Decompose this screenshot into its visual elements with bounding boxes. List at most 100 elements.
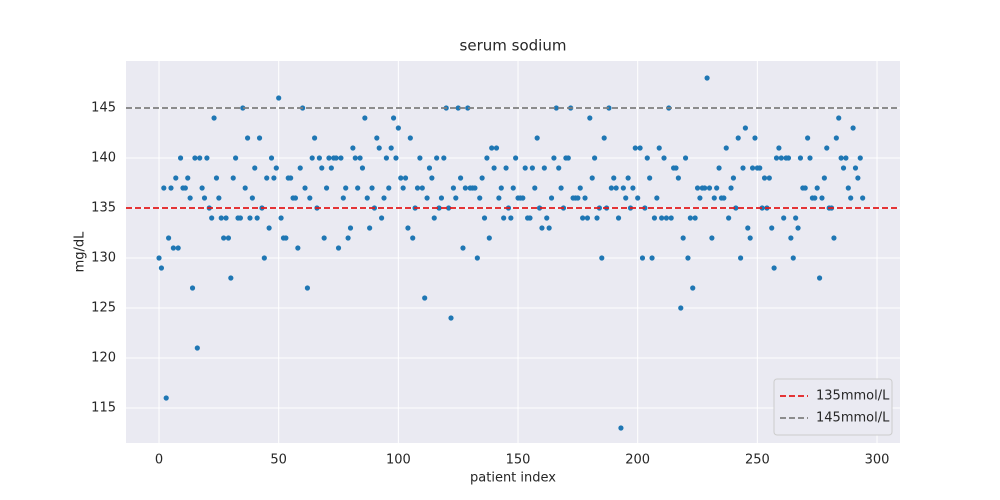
point (441, 155, 447, 161)
point (321, 235, 327, 241)
point (694, 185, 701, 191)
y-tick-label: 125 (91, 301, 116, 316)
point (479, 175, 485, 181)
point (352, 155, 358, 161)
point (249, 195, 255, 201)
point (740, 165, 746, 171)
point (419, 185, 425, 191)
point (527, 215, 533, 221)
point (390, 115, 397, 121)
point (781, 215, 787, 221)
point (680, 235, 686, 241)
point (682, 155, 689, 161)
y-tick-label: 145 (91, 101, 116, 116)
point (692, 215, 698, 221)
point (302, 185, 308, 191)
point (723, 145, 729, 151)
x-tick-label: 250 (745, 453, 770, 468)
point (656, 145, 662, 151)
point (618, 425, 624, 431)
point (345, 235, 351, 241)
y-tick-label: 115 (91, 401, 116, 416)
point (175, 245, 181, 251)
point (431, 215, 437, 221)
point (752, 135, 758, 141)
point (580, 215, 586, 221)
point (182, 185, 188, 191)
point (790, 255, 796, 261)
point (843, 155, 849, 161)
plot-area (126, 61, 900, 443)
point (213, 175, 220, 181)
point (553, 105, 559, 111)
legend-box (773, 378, 893, 436)
point (402, 175, 409, 181)
point (374, 135, 380, 141)
point (738, 255, 744, 261)
point (620, 185, 626, 191)
point (158, 265, 165, 271)
point (797, 155, 804, 161)
point (261, 255, 267, 261)
point (575, 195, 581, 201)
point (589, 175, 595, 181)
point (446, 205, 452, 211)
point (405, 225, 411, 231)
point (414, 185, 421, 191)
point (757, 165, 763, 171)
point (218, 215, 224, 221)
point (541, 165, 547, 171)
point (778, 155, 784, 161)
point (256, 135, 263, 141)
point (233, 155, 239, 161)
point (637, 145, 643, 151)
point (807, 155, 813, 161)
point (632, 145, 638, 151)
point (323, 185, 330, 191)
point (161, 185, 167, 191)
point (254, 215, 260, 221)
point (635, 195, 641, 201)
point (477, 195, 483, 201)
point (340, 195, 346, 201)
point (850, 125, 856, 131)
point (848, 195, 854, 201)
point (599, 255, 605, 261)
point (761, 175, 768, 181)
point (558, 185, 564, 191)
point (393, 155, 399, 161)
point (271, 175, 277, 181)
point (795, 225, 801, 231)
point (594, 215, 600, 221)
point (194, 345, 200, 351)
point (398, 175, 404, 181)
point (513, 155, 519, 161)
point (582, 195, 588, 201)
point (338, 155, 344, 161)
point (319, 165, 325, 171)
point (702, 185, 708, 191)
point (381, 195, 387, 201)
point (493, 145, 500, 151)
point (326, 155, 332, 161)
point (771, 265, 777, 271)
point (292, 195, 299, 201)
point (407, 135, 413, 141)
point (814, 185, 820, 191)
point (766, 175, 772, 181)
x-tick-label: 300 (865, 453, 890, 468)
point (192, 155, 198, 161)
point (654, 195, 660, 201)
y-tick-label: 140 (91, 151, 116, 166)
point (223, 215, 229, 221)
point (730, 175, 737, 181)
point (264, 175, 270, 181)
point (211, 115, 217, 121)
point (424, 195, 430, 201)
x-tick-label: 50 (270, 453, 287, 468)
point (297, 165, 303, 171)
point (747, 235, 753, 241)
point (539, 225, 545, 231)
point (244, 135, 251, 141)
chart-title: serum sodium (460, 37, 567, 55)
